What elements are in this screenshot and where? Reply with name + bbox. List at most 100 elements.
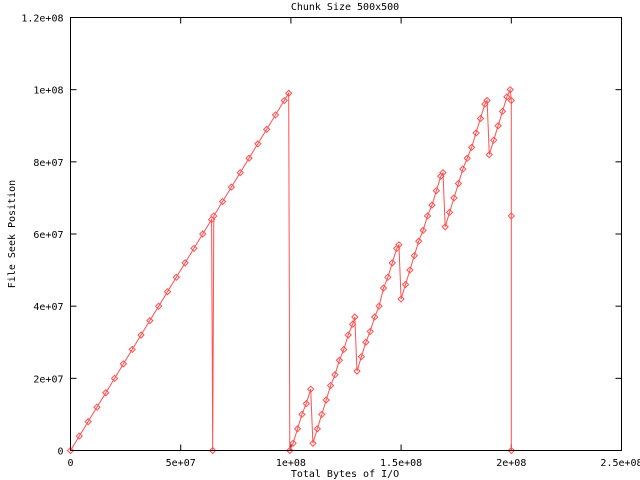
data-point: [75, 432, 84, 440]
data-point: [236, 168, 244, 177]
data-point: [322, 396, 330, 404]
data-point: [375, 302, 383, 310]
chart-title: Chunk Size 500x500: [291, 2, 399, 13]
data-point: [483, 96, 491, 105]
data-point: [423, 212, 432, 220]
x-axis-label: Total Bytes of I/O: [291, 469, 399, 480]
data-point: [302, 399, 311, 408]
data-point: [199, 230, 207, 238]
data-point: [370, 313, 379, 321]
data-point: [439, 168, 447, 177]
data-point: [172, 273, 180, 282]
data-point: [128, 345, 136, 354]
data-point: [227, 183, 236, 191]
data-point: [137, 331, 145, 339]
data-point: [507, 446, 516, 455]
data-point: [506, 85, 514, 94]
data-point: [293, 425, 302, 433]
data-point: [476, 114, 485, 123]
data-point: [163, 288, 172, 296]
data-point: [472, 129, 480, 137]
data-point: [344, 331, 352, 339]
data-point: [441, 223, 449, 231]
y-tick-label: 6e+07: [33, 230, 63, 241]
data-point: [450, 194, 458, 202]
data-point: [494, 122, 502, 130]
data-point: [331, 371, 339, 379]
x-tick-label: 0: [67, 458, 73, 469]
data-point: [146, 316, 154, 325]
x-tick-label: 2e+08: [496, 458, 526, 469]
data-point: [181, 259, 189, 267]
data-point: [318, 410, 326, 419]
data-point: [254, 140, 262, 148]
data-point: [340, 345, 348, 354]
data-point: [66, 446, 75, 455]
data-point: [298, 410, 306, 419]
data-point: [218, 197, 227, 206]
plot-border: [70, 17, 622, 451]
data-point: [208, 446, 217, 455]
data-point: [366, 327, 374, 336]
data-point: [428, 201, 436, 209]
x-tick-label: 2.5e+08: [600, 458, 640, 469]
data-point: [401, 280, 410, 289]
data-point: [307, 385, 315, 393]
data-point: [384, 273, 392, 282]
data-point: [388, 259, 396, 267]
data-point: [335, 356, 344, 364]
data-point: [489, 136, 498, 144]
data-point: [262, 125, 271, 134]
data-point: [210, 212, 218, 220]
data-point: [432, 186, 441, 195]
data-point: [459, 165, 467, 173]
series-line: [70, 87, 512, 451]
data-point: [271, 111, 280, 119]
data-point: [419, 226, 427, 235]
data-point: [93, 403, 101, 411]
data-point: [463, 154, 471, 162]
data-point: [309, 439, 317, 447]
y-tick-label: 2e+07: [33, 374, 63, 385]
data-point: [454, 179, 463, 188]
data-point: [190, 244, 198, 253]
y-tick-label: 1.2e+08: [21, 14, 63, 25]
data-point: [286, 446, 294, 455]
y-axis-label: File Seek Position: [7, 180, 18, 288]
data-point: [348, 320, 357, 328]
data-point: [507, 212, 516, 220]
y-tick-label: 4e+07: [33, 302, 63, 313]
data-point: [397, 295, 405, 303]
data-point: [362, 338, 370, 346]
data-point: [406, 266, 414, 274]
data-point: [353, 367, 361, 375]
y-tick-label: 1e+08: [33, 86, 63, 97]
data-point: [357, 352, 366, 361]
data-point: [245, 154, 253, 162]
data-point: [507, 96, 516, 105]
data-point: [119, 360, 128, 368]
data-point: [445, 208, 454, 217]
data-point: [84, 417, 92, 426]
data-point: [284, 89, 293, 97]
data-point: [351, 313, 359, 321]
x-tick-label: 5e+07: [166, 458, 196, 469]
data-point: [154, 302, 163, 310]
data-point: [102, 389, 110, 397]
data-point: [503, 93, 511, 101]
data-point: [313, 425, 322, 433]
data-point: [289, 439, 297, 447]
data-point: [467, 143, 476, 152]
data-point: [485, 150, 493, 159]
data-point: [326, 381, 335, 390]
x-tick-label: 1e+08: [276, 458, 306, 469]
data-point: [110, 374, 119, 383]
data-point: [280, 96, 288, 105]
x-tick-label: 1.5e+08: [380, 458, 422, 469]
y-tick-label: 0: [57, 447, 63, 458]
data-point: [498, 107, 507, 116]
data-point: [415, 237, 423, 245]
data-point: [379, 284, 388, 292]
data-point: [410, 251, 419, 260]
